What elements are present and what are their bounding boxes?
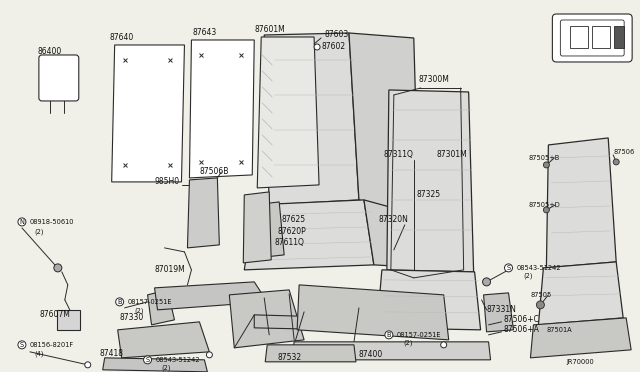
Polygon shape xyxy=(297,285,449,340)
Text: 08157-0251E: 08157-0251E xyxy=(397,332,442,338)
Circle shape xyxy=(483,278,490,286)
Polygon shape xyxy=(484,293,513,332)
Text: 87300M: 87300M xyxy=(419,76,450,84)
Text: (2): (2) xyxy=(134,308,144,314)
Text: S: S xyxy=(145,357,150,363)
Text: 87532: 87532 xyxy=(277,353,301,362)
Text: 87506: 87506 xyxy=(613,149,634,155)
Polygon shape xyxy=(244,200,374,270)
Polygon shape xyxy=(57,310,80,330)
Circle shape xyxy=(54,264,62,272)
Text: 87620P: 87620P xyxy=(277,227,306,236)
Circle shape xyxy=(84,362,91,368)
Text: B: B xyxy=(117,299,122,305)
Text: 08156-8201F: 08156-8201F xyxy=(30,342,74,348)
Text: 87601M: 87601M xyxy=(254,26,285,35)
Polygon shape xyxy=(111,45,184,182)
Text: 86400: 86400 xyxy=(38,48,62,57)
Text: 87019M: 87019M xyxy=(154,265,186,275)
Text: (4): (4) xyxy=(34,350,44,357)
Text: (2): (2) xyxy=(404,340,413,346)
Text: 87603: 87603 xyxy=(324,31,348,39)
Bar xyxy=(614,26,624,48)
Text: 985H0: 985H0 xyxy=(154,177,180,186)
Circle shape xyxy=(613,159,619,165)
Polygon shape xyxy=(364,200,427,268)
Text: 87418: 87418 xyxy=(100,349,124,358)
Circle shape xyxy=(543,162,549,168)
Polygon shape xyxy=(188,178,220,248)
Text: 08543-51242: 08543-51242 xyxy=(156,357,200,363)
Polygon shape xyxy=(531,318,631,358)
Circle shape xyxy=(543,207,549,213)
Text: (2): (2) xyxy=(161,365,171,371)
Polygon shape xyxy=(538,262,623,325)
Text: 87501A: 87501A xyxy=(547,327,572,333)
Polygon shape xyxy=(387,90,474,272)
FancyBboxPatch shape xyxy=(39,55,79,101)
Text: JR70000: JR70000 xyxy=(566,359,594,365)
Text: 87301M: 87301M xyxy=(436,150,467,160)
Text: 87602: 87602 xyxy=(321,42,345,51)
Polygon shape xyxy=(118,322,209,358)
Text: 08918-50610: 08918-50610 xyxy=(30,219,74,225)
Polygon shape xyxy=(349,33,419,215)
Polygon shape xyxy=(189,40,254,178)
Text: 87643: 87643 xyxy=(193,29,217,38)
Text: 87505+B: 87505+B xyxy=(529,155,560,161)
Text: 87331N: 87331N xyxy=(486,305,516,314)
Polygon shape xyxy=(42,58,76,98)
Text: 87400: 87400 xyxy=(359,350,383,359)
Text: 87505: 87505 xyxy=(531,292,552,298)
Text: 87325: 87325 xyxy=(417,190,441,199)
Text: 87320N: 87320N xyxy=(379,215,409,224)
FancyBboxPatch shape xyxy=(561,20,624,56)
Polygon shape xyxy=(265,345,356,362)
Text: 87311Q: 87311Q xyxy=(384,150,413,160)
Circle shape xyxy=(314,44,320,50)
Polygon shape xyxy=(154,282,268,310)
Text: B: B xyxy=(387,332,391,338)
Polygon shape xyxy=(148,290,175,325)
Text: 87640: 87640 xyxy=(109,33,134,42)
Text: 87506+C: 87506+C xyxy=(504,315,540,324)
Text: S: S xyxy=(506,265,511,271)
FancyBboxPatch shape xyxy=(552,14,632,62)
Text: 87506B: 87506B xyxy=(200,167,228,176)
Polygon shape xyxy=(264,33,359,205)
Text: 87506+A: 87506+A xyxy=(504,326,540,334)
Text: (2): (2) xyxy=(34,229,44,235)
Text: 87611Q: 87611Q xyxy=(274,238,304,247)
Polygon shape xyxy=(229,290,304,348)
Polygon shape xyxy=(547,138,616,268)
Circle shape xyxy=(441,342,447,348)
Text: 08157-0251E: 08157-0251E xyxy=(127,299,172,305)
Text: 87330: 87330 xyxy=(120,313,144,323)
Polygon shape xyxy=(257,37,319,188)
Circle shape xyxy=(536,301,545,309)
Polygon shape xyxy=(377,270,481,330)
Text: S: S xyxy=(20,342,24,348)
Polygon shape xyxy=(102,358,207,372)
Text: 87607M: 87607M xyxy=(40,310,71,319)
Polygon shape xyxy=(254,202,284,258)
Polygon shape xyxy=(292,342,490,360)
Polygon shape xyxy=(243,192,271,263)
Circle shape xyxy=(206,352,212,358)
Text: 08543-51242: 08543-51242 xyxy=(516,265,561,271)
Bar xyxy=(592,26,610,48)
Text: (2): (2) xyxy=(524,273,533,279)
Text: 87625: 87625 xyxy=(281,215,305,224)
Polygon shape xyxy=(254,315,431,332)
Text: N: N xyxy=(19,219,24,225)
Text: 87505+D: 87505+D xyxy=(529,202,560,208)
Bar xyxy=(570,26,588,48)
